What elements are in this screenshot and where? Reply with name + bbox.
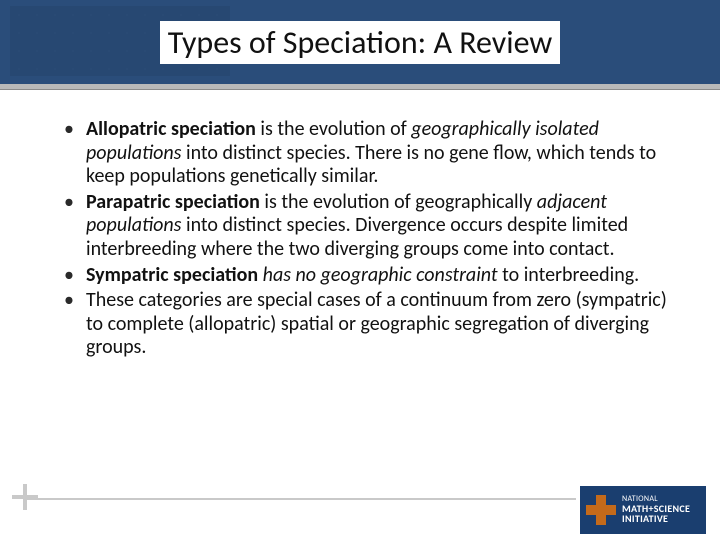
text-run: Sympatric speciation [86, 263, 258, 287]
text-run: These categories are special cases of a … [86, 288, 667, 359]
list-item: These categories are special cases of a … [64, 289, 668, 360]
text-run: Allopatric speciation [86, 117, 256, 141]
list-item: Sympatric speciation has no geographic c… [64, 264, 668, 288]
footer-rule [26, 498, 576, 500]
text-run: is the evolution of [256, 117, 411, 141]
plus-icon [12, 484, 38, 510]
footer: NATIONAL MATH+SCIENCE INITIATIVE [0, 482, 720, 540]
sponsor-logo: NATIONAL MATH+SCIENCE INITIATIVE [580, 486, 706, 534]
title-band: Types of Speciation: A Review [0, 0, 720, 84]
page-title: Types of Speciation: A Review [160, 21, 560, 64]
text-run: is the evolution of geographically [260, 190, 537, 214]
logo-text: NATIONAL MATH+SCIENCE INITIATIVE [622, 495, 690, 524]
bullet-list: Allopatric speciation is the evolution o… [64, 118, 668, 360]
list-item: Allopatric speciation is the evolution o… [64, 118, 668, 189]
logo-line2: INITIATIVE [622, 514, 690, 525]
content-area: Allopatric speciation is the evolution o… [0, 90, 720, 360]
logo-plus-icon [586, 495, 616, 525]
text-run: Parapatric speciation [86, 190, 260, 214]
list-item: Parapatric speciation is the evolution o… [64, 191, 668, 262]
text-run: has no geographic constraint [263, 263, 498, 287]
text-run: to interbreeding. [498, 263, 640, 287]
